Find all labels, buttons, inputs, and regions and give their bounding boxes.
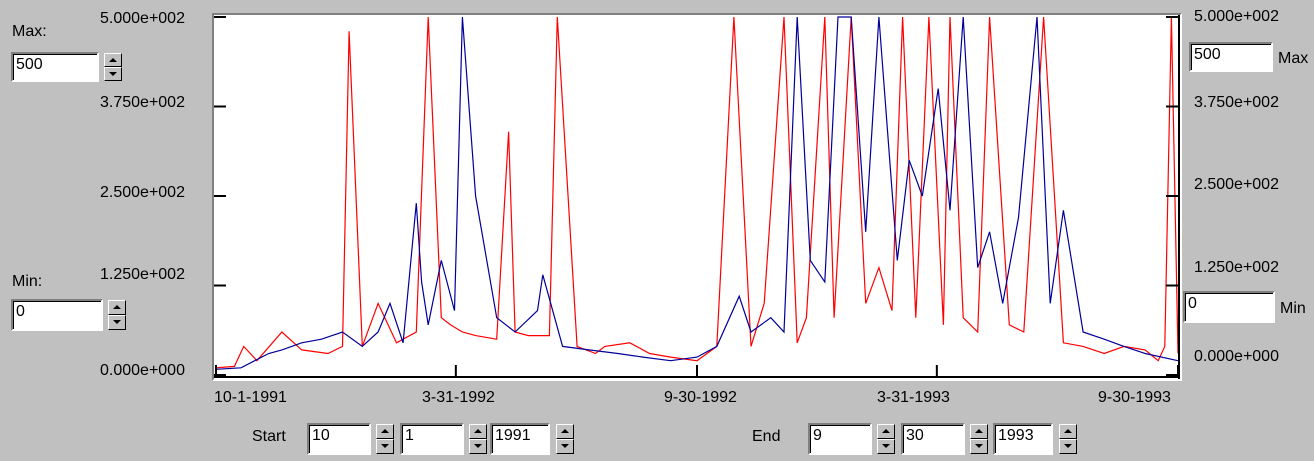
left-tick-label: 3.750e+002	[100, 94, 185, 111]
spin-down-icon[interactable]	[104, 67, 122, 81]
spin-down-icon[interactable]	[970, 439, 988, 454]
spin-down-icon[interactable]	[556, 439, 574, 454]
right-max-input[interactable]: 500	[1189, 42, 1273, 72]
x-tick-label: 9-30-1993	[1098, 389, 1171, 406]
spin-up-icon[interactable]	[104, 53, 122, 67]
right-tick-label: 2.500e+002	[1194, 176, 1279, 193]
left-max-label: Max:	[12, 23, 47, 40]
spin-up-icon[interactable]	[877, 424, 895, 439]
line-chart	[214, 15, 1180, 379]
x-tick-label: 3-31-1993	[877, 389, 950, 406]
right-tick-label: 5.000e+002	[1194, 8, 1279, 25]
spin-up-icon[interactable]	[556, 424, 574, 439]
x-tick-label: 9-30-1992	[664, 389, 737, 406]
spin-down-icon[interactable]	[108, 315, 126, 330]
start-year-spinner[interactable]	[556, 424, 574, 454]
left-tick-label: 2.500e+002	[100, 184, 185, 201]
right-min-input[interactable]: 0	[1183, 291, 1275, 323]
start-year-input[interactable]: 1991	[490, 423, 550, 455]
spin-up-icon[interactable]	[469, 424, 487, 439]
spin-up-icon[interactable]	[1059, 424, 1077, 439]
right-tick-label: 1.250e+002	[1194, 259, 1279, 276]
x-tick-label: 10-1-1991	[214, 389, 287, 406]
start-label: Start	[252, 428, 286, 445]
left-min-label: Min:	[12, 273, 43, 290]
start-day-input[interactable]: 1	[400, 423, 464, 455]
left-tick-label: 0.000e+000	[100, 362, 185, 379]
left-min-input[interactable]: 0	[11, 299, 103, 331]
end-day-input[interactable]: 30	[901, 423, 965, 455]
left-min-spinner[interactable]	[108, 300, 126, 330]
start-day-spinner[interactable]	[469, 424, 487, 454]
spin-down-icon[interactable]	[469, 439, 487, 454]
end-day-spinner[interactable]	[970, 424, 988, 454]
spin-down-icon[interactable]	[1059, 439, 1077, 454]
right-tick-label: 0.000e+000	[1194, 348, 1279, 365]
spin-down-icon[interactable]	[376, 439, 394, 454]
spin-down-icon[interactable]	[877, 439, 895, 454]
left-max-input[interactable]: 500	[11, 52, 99, 82]
start-month-spinner[interactable]	[376, 424, 394, 454]
end-year-spinner[interactable]	[1059, 424, 1077, 454]
left-tick-label: 5.000e+002	[100, 10, 185, 27]
right-max-label: Max	[1278, 50, 1309, 67]
end-month-input[interactable]: 9	[808, 423, 872, 455]
spin-up-icon[interactable]	[108, 300, 126, 315]
left-tick-label: 1.250e+002	[100, 266, 185, 283]
left-max-spinner[interactable]	[104, 53, 122, 81]
end-month-spinner[interactable]	[877, 424, 895, 454]
x-tick-label: 3-31-1992	[422, 389, 495, 406]
end-year-input[interactable]: 1993	[993, 423, 1053, 455]
right-min-label: Min	[1280, 300, 1306, 317]
series-line-0	[215, 16, 1179, 369]
series-line-1	[215, 16, 1179, 370]
end-label: End	[752, 428, 781, 445]
plot-area	[212, 13, 1182, 381]
spin-up-icon[interactable]	[376, 424, 394, 439]
start-month-input[interactable]: 10	[307, 423, 371, 455]
spin-up-icon[interactable]	[970, 424, 988, 439]
right-tick-label: 3.750e+002	[1194, 94, 1279, 111]
